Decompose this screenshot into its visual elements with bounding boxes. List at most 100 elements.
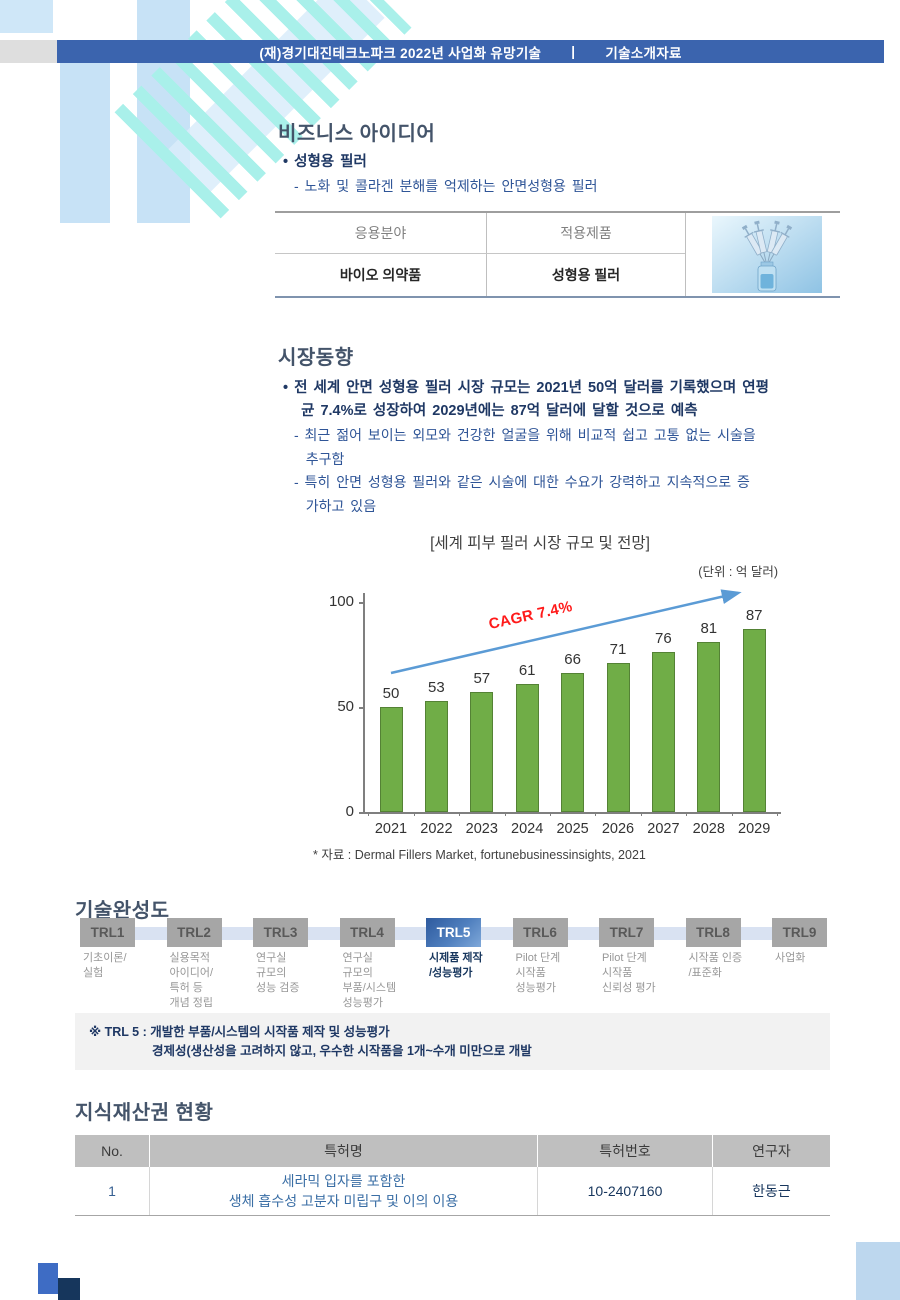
bar-2024 [515,684,539,812]
table-divider [685,213,686,296]
x-tick-mark [368,812,370,816]
bar-value-2022: 53 [428,679,445,696]
ip-section-title: 지식재산권 현황 [75,1102,214,1124]
ip-header-no: No. [75,1135,150,1167]
trl-box-trl1: TRL1 [80,918,135,947]
business-bullet: • 성형용 필러 [283,154,367,170]
x-tick-mark [731,812,733,816]
bar-value-2027: 76 [655,630,672,647]
trl-note-line1: ※ TRL 5 : 개발한 부품/시스템의 시작품 제작 및 성능평가 [89,1025,390,1039]
bar-2021 [379,707,403,812]
ip-header-researcher: 연구자 [752,1143,791,1159]
biz-col1-header: 응용분야 [354,225,407,241]
ip-header-number: 특허번호 [538,1135,713,1167]
ip-row-researcher: 한동근 [752,1183,791,1199]
y-axis-line [363,593,365,813]
x-tick-label-2025: 2025 [556,821,589,837]
chart-unit-label: (단위 : 억 달러) [698,565,778,579]
trl-desc-trl7: Pilot 단계 시작품 신뢰성 평가 [602,952,656,994]
ip-header-name: 특허명 [150,1135,538,1167]
footer-deco-navy-square [58,1278,80,1300]
deco-corner-block [0,0,53,33]
trl-box-trl5: TRL5 [426,918,481,947]
business-sub: - 노화 및 콜라겐 분해를 억제하는 안면성형용 필러 [294,178,598,194]
market-sub: - 최근 젊어 보이는 외모와 건강한 얼굴을 위해 비교적 쉽고 고통 없는 … [294,427,756,514]
bar-chart: CAGR 7.4% 50 2021 53 2022 57 2023 61 2024 66 2025… [310,585,800,855]
trl-box-trl9: TRL9 [772,918,827,947]
bar-value-2029: 87 [745,607,763,624]
header-title-right: 기술소개자료 [605,45,682,61]
footer-deco-lightblue-square [856,1242,900,1300]
x-tick-mark [413,812,415,816]
ip-row-number: 10-2407160 [538,1167,713,1215]
y-tick-mark [359,602,363,604]
trl-box-trl2: TRL2 [166,918,222,947]
x-tick-mark [595,812,597,816]
x-tick-mark [640,812,642,816]
chart-title: [세계 피부 필러 시장 규모 및 전망] [430,535,650,552]
x-tick-label-2021: 2021 [374,821,408,837]
y-tick-mark [359,812,363,814]
ip-table-header: No. 특허명 특허번호 연구자 [75,1135,830,1167]
biz-col2-header: 적용제품 [560,225,612,241]
top-decoration [0,0,900,235]
trl-box-trl8: TRL8 [685,918,741,947]
market-bullet: • 전 세계 안면 성형용 필러 시장 규모는 2021년 50억 달러를 기록… [283,380,769,419]
x-tick-label-2024: 2024 [511,821,544,837]
biz-col2-value: 성형용 필러 [551,266,621,283]
bar-value-2028: 81 [700,620,718,637]
y-tick-label-0: 0 [345,803,354,820]
ip-table-body: 1 세라믹 입자를 포함한 생체 흡수성 고분자 미립구 및 이의 이용 10-24… [75,1167,830,1216]
trl-note-line2: 경제성(생산성을 고려하지 않고, 우수한 시작품을 1개~수개 미만으로 개발 [152,1044,532,1058]
ip-table: No. 특허명 특허번호 연구자 1 세라믹 입자를 포함한 생체 흡수성 고분자… [75,1135,830,1216]
business-section-title: 비즈니스 아이디어 [278,123,436,145]
trl-section-title: 기술완성도 [75,900,170,922]
trl-desc-trl5: 시제품 제작 /성능평가 [429,952,483,979]
chart-source: * 자료 : Dermal Fillers Market, fortunebus… [313,848,646,862]
y-tick-label-50: 50 [337,698,354,715]
trl-desc-trl8: 시작품 인증 /표준화 [688,952,743,979]
x-tick-label-2022: 2022 [420,821,453,837]
ip-table-row: 1 세라믹 입자를 포함한 생체 흡수성 고분자 미립구 및 이의 이용 10-24… [75,1167,830,1216]
x-tick-label-2023: 2023 [465,821,498,837]
syringe-group [741,220,793,267]
bar-2022 [424,701,448,812]
x-tick-label-2027: 2027 [647,821,680,837]
x-tick-mark [549,812,551,816]
bar-2026 [606,663,630,812]
ip-row-name: 세라믹 입자를 포함한 생체 흡수성 고분자 미립구 및 이의 이용 [150,1167,538,1215]
trl-desc-trl4: 연구실 규모의 부품/시스템 성능평가 [342,952,397,1009]
bar-value-2024: 61 [518,662,536,679]
bar-value-2026: 71 [609,641,627,658]
bar-2029 [742,629,766,812]
header-divider: | [571,44,576,59]
deco-vertical-bar-1 [60,62,110,223]
x-tick-mark [504,812,506,816]
y-tick-label-100: 100 [328,593,354,610]
x-tick-label-2028: 2028 [692,821,725,837]
bar-2028 [697,642,721,812]
table-divider [486,213,487,296]
trl-box-trl6: TRL6 [512,918,568,947]
x-tick-label-2026: 2026 [601,821,635,837]
trl-note-box: ※ TRL 5 : 개발한 부품/시스템의 시작품 제작 및 성능평가 경제성(… [75,1013,830,1070]
ip-row-no: 1 [75,1167,150,1215]
header-title-left: (재)경기대진테크노파크 2022년 사업화 유망기술 [259,45,542,61]
trl-desc-trl6: Pilot 단계 시작품 성능평가 [515,952,561,994]
trl-box-trl4: TRL4 [339,918,395,947]
x-tick-label-2029: 2029 [738,821,771,837]
x-tick-mark [776,812,778,816]
bar-value-2023: 57 [473,670,491,687]
header-bar: (재)경기대진테크노파크 2022년 사업화 유망기술 | 기술소개자료 [57,40,884,63]
x-tick-mark [459,812,461,816]
deco-gray-strip [0,40,57,63]
business-table: 응용분야 적용제품 바이오 의약품 성형용 필러 [275,211,840,298]
trend-arrow [390,589,742,675]
bar-2023 [470,692,494,812]
trl-box-trl7: TRL7 [599,918,654,947]
trl-desc-trl1: 기초이론/ 실험 [83,952,127,979]
trl-box-trl3: TRL3 [253,918,308,947]
table-divider [275,253,685,254]
x-axis-line [363,812,781,814]
